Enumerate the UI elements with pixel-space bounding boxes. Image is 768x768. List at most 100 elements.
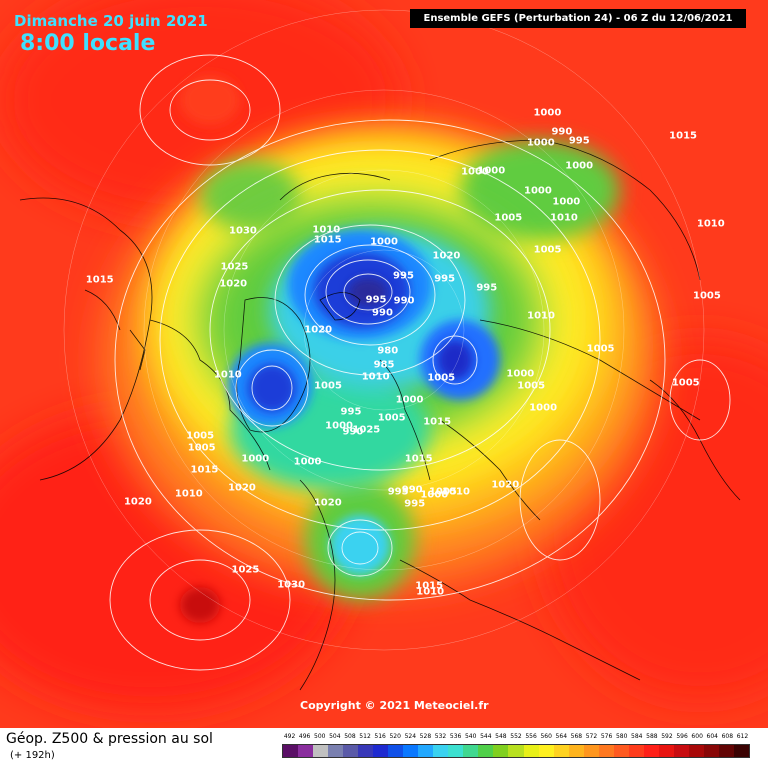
legend-swatch <box>313 745 329 757</box>
legend-level-label: 596 <box>676 733 688 740</box>
isobar-label: 1020 <box>304 324 333 336</box>
legend-swatch <box>553 745 569 757</box>
forecast-hour: (+ 192h) <box>10 750 55 761</box>
legend-level-label: 532 <box>434 733 447 740</box>
isobar-label: 995 <box>365 294 387 306</box>
isobar-label: 990 <box>342 426 364 438</box>
isobar-label: 990 <box>401 484 423 496</box>
isobar-label: 1005 <box>693 290 721 302</box>
isobar-label: 1005 <box>377 412 406 424</box>
legend-swatch <box>673 745 689 757</box>
legend-swatch <box>523 745 539 757</box>
legend-swatch <box>373 745 389 757</box>
legend-level-label: 572 <box>585 733 598 740</box>
legend-swatch <box>628 745 644 757</box>
isobar-label: 1005 <box>494 212 523 224</box>
map-variable-title: Géop. Z500 & pression au sol <box>6 731 213 747</box>
legend-swatch <box>718 745 734 757</box>
isobar-label: 1025 <box>231 564 260 576</box>
isobar-label: 980 <box>377 345 399 357</box>
legend-level-label: 492 <box>283 733 296 740</box>
legend-swatch <box>478 745 494 757</box>
legend-level-label: 540 <box>464 733 477 740</box>
copyright-notice: Copyright © 2021 Meteociel.fr <box>300 699 489 712</box>
isobar-label: 1000 <box>506 368 535 380</box>
isobar-label: 1005 <box>533 244 562 256</box>
isobar-label: 1010 <box>696 218 725 230</box>
isobar-label: 1010 <box>550 212 578 224</box>
isobar-label: 1000 <box>325 420 353 432</box>
geopotential-field <box>0 0 768 710</box>
legend-level-label: 564 <box>555 733 568 740</box>
isobar-label: 1025 <box>352 424 381 436</box>
legend-swatch <box>283 745 299 757</box>
isobar-label: 1010 <box>416 586 445 598</box>
legend-level-label: 548 <box>495 733 507 740</box>
isobar-label: 1000 <box>565 160 594 172</box>
legend-level-label: 568 <box>570 733 583 740</box>
isobar-label: 995 <box>404 498 426 510</box>
latitude-circles <box>63 9 705 651</box>
legend-swatch <box>328 745 344 757</box>
legend-swatch <box>448 745 464 757</box>
isobar-label: 985 <box>373 359 395 371</box>
legend-swatch <box>658 745 674 757</box>
isobar-label: 1005 <box>314 380 342 392</box>
forecast-date: Dimanche 20 juin 2021 <box>14 12 208 30</box>
legend-level-label: 552 <box>510 733 522 740</box>
color-legend <box>282 744 750 758</box>
legend-level-label: 536 <box>449 733 462 740</box>
legend-level-label: 512 <box>359 733 371 740</box>
legend-swatch <box>613 745 629 757</box>
isobar-label: 1020 <box>432 250 461 262</box>
legend-swatch <box>298 745 314 757</box>
legend-swatch <box>703 745 719 757</box>
legend-level-label: 604 <box>706 733 718 740</box>
isobar-label: 1000 <box>533 107 562 119</box>
isobar-contours <box>109 54 731 671</box>
legend-level-label: 584 <box>631 733 643 740</box>
isobar-label: 995 <box>393 270 414 282</box>
legend-swatch <box>403 745 419 757</box>
isobar-label: 1005 <box>187 442 216 454</box>
legend-swatch <box>538 745 554 757</box>
legend-swatch <box>388 745 404 757</box>
isobar-label: 1015 <box>85 274 114 286</box>
forecast-local-time: 8:00 locale <box>20 31 156 56</box>
isobar-label: 1015 <box>415 580 444 592</box>
legend-swatch <box>643 745 659 757</box>
isobar-label: 1020 <box>313 497 342 509</box>
legend-level-label: 612 <box>736 733 749 740</box>
isobar-label: 1000 <box>477 165 506 177</box>
isobar-label: 1010 <box>527 310 555 322</box>
isobar-label: 1010 <box>174 488 203 500</box>
isobar-label: 1005 <box>186 430 215 442</box>
legend-level-label: 600 <box>691 733 703 740</box>
legend-level-label: 580 <box>615 733 628 740</box>
isobar-label: 990 <box>551 126 573 138</box>
isobar-label: 1000 <box>420 489 449 501</box>
isobar-label: 1030 <box>277 579 306 591</box>
isobar-label: 1020 <box>123 496 152 508</box>
isobar-label: 1030 <box>229 225 257 237</box>
isobar-label: 1000 <box>370 236 398 248</box>
legend-level-label: 576 <box>600 733 613 740</box>
isobar-label: 1020 <box>491 479 520 491</box>
legend-level-label: 608 <box>721 733 734 740</box>
model-run-info: Ensemble GEFS (Perturbation 24) - 06 Z d… <box>410 9 746 28</box>
legend-level-label: 520 <box>389 733 401 740</box>
isobar-label: 1015 <box>423 416 452 428</box>
isobar-label: 1000 <box>523 185 552 197</box>
isobar-label: 1005 <box>428 486 457 498</box>
isobar-label: 1015 <box>669 130 698 142</box>
legend-swatch <box>343 745 359 757</box>
legend-level-label: 588 <box>646 733 658 740</box>
isobar-label: 995 <box>434 273 456 285</box>
geopotential-map <box>0 0 768 728</box>
isobar-label: 1000 <box>293 456 322 468</box>
isobar-label: 990 <box>372 307 393 319</box>
isobar-label: 1015 <box>190 464 219 476</box>
legend-level-label: 508 <box>344 733 356 740</box>
legend-level-label: 500 <box>314 733 326 740</box>
isobar-label: 1010 <box>361 371 390 383</box>
